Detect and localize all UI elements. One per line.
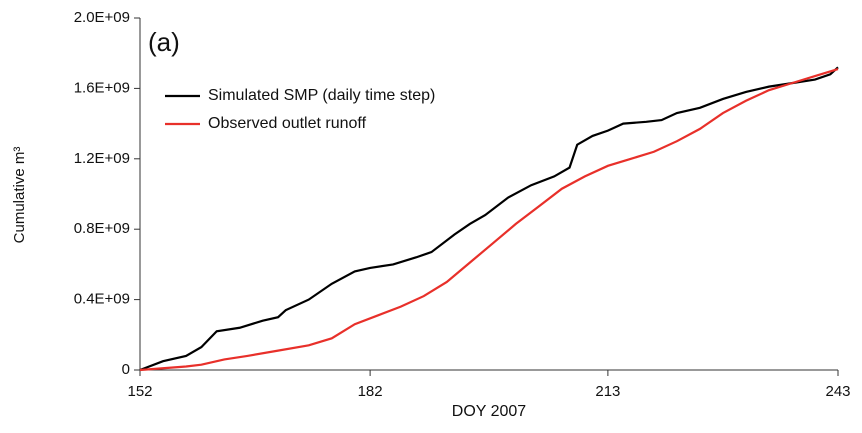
legend-label: Simulated SMP (daily time step) (208, 87, 435, 104)
x-tick-label: 152 (127, 383, 152, 400)
x-tick-label: 182 (358, 383, 383, 400)
y-axis-label: Cumulative m³ (11, 147, 28, 244)
y-tick-label: 1.6E+09 (74, 79, 130, 96)
legend-label: Observed outlet runoff (208, 115, 367, 132)
chart-title: (a) (148, 27, 180, 57)
series-line (139, 66, 839, 372)
y-tick-label: 0.8E+09 (74, 220, 130, 237)
y-tick-label: 1.2E+09 (74, 150, 130, 167)
y-tick-label: 0 (122, 361, 130, 378)
x-axis-label: DOY 2007 (452, 403, 527, 420)
y-tick-label: 2.0E+09 (74, 9, 130, 26)
y-tick-label: 0.4E+09 (74, 291, 130, 308)
series-line (139, 67, 839, 372)
x-tick-label: 243 (825, 383, 850, 400)
x-tick-label: 213 (595, 383, 620, 400)
